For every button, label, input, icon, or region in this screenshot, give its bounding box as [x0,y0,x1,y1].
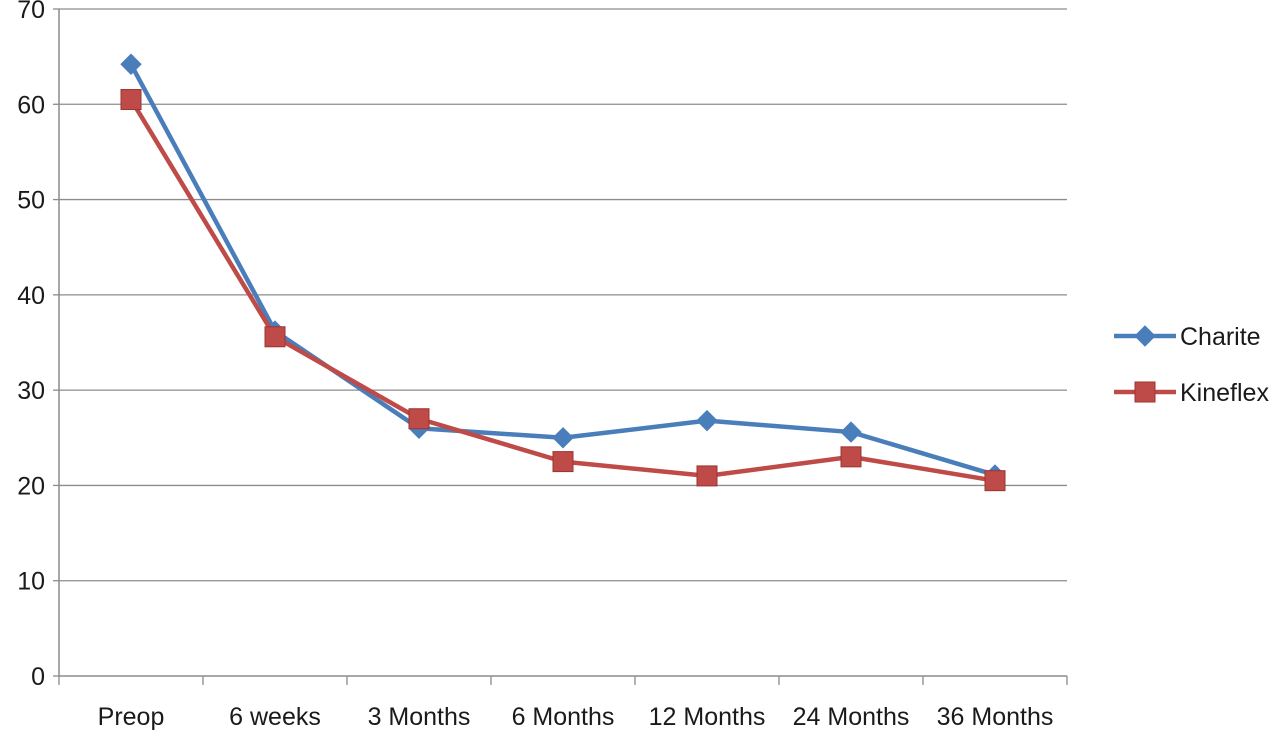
square-marker [984,470,1006,492]
y-tick-label: 20 [17,472,45,500]
legend: Charite Kineflex [1114,323,1269,407]
square-marker [552,451,574,473]
series-line [129,63,996,478]
series-charite [120,53,1006,486]
legend-square-marker [1134,381,1156,403]
y-tick-label: 70 [17,0,45,24]
x-tick-label: 6 weeks [229,703,321,731]
square-marker [264,326,286,348]
diamond-marker [840,421,862,443]
x-tick-label: 36 Months [937,703,1054,731]
square-marker [120,89,142,111]
square-marker [840,446,862,468]
y-tick-label: 60 [17,91,45,119]
gridlines [59,8,1067,582]
legend-item-charite: Charite [1114,323,1261,351]
y-tick-label: 30 [17,377,45,405]
legend-diamond-marker [1134,325,1156,347]
x-tick-label: Preop [98,703,165,731]
axes [53,8,1068,685]
series-line [129,98,996,483]
square-marker [408,408,430,430]
y-tick-label: 10 [17,568,45,596]
legend-label: Charite [1180,323,1261,351]
x-tick-label: 12 Months [649,703,766,731]
y-tick-label: 40 [17,282,45,310]
legend-label: Kineflex [1180,379,1269,407]
x-tick-label: 6 Months [512,703,615,731]
series-lines [120,53,1006,492]
square-marker [696,465,718,487]
y-axis-tick-labels: 0 10 20 30 40 50 60 70 [17,0,45,691]
series-kineflex [120,89,1006,492]
diamond-marker [696,409,718,432]
y-tick-label: 50 [17,187,45,215]
diamond-marker [120,53,142,75]
x-axis-tick-labels: Preop 6 weeks 3 Months 6 Months 12 Months 24 … [98,703,1054,731]
y-tick-label: 0 [31,663,45,691]
x-tick-label: 24 Months [793,703,910,731]
x-tick-label: 3 Months [368,703,471,731]
legend-item-kineflex: Kineflex [1114,379,1269,407]
diamond-marker [552,427,574,449]
